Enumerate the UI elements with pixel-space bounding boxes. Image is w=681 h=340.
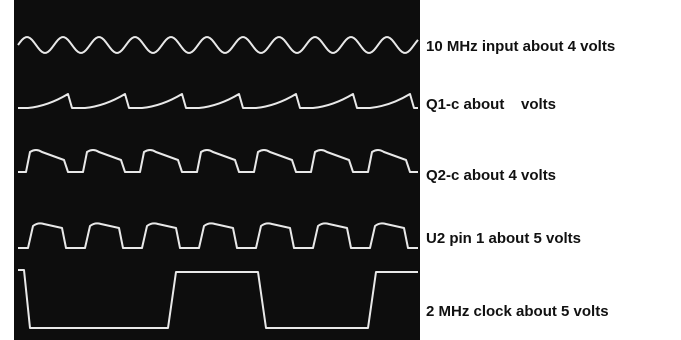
- trace-waveform: [18, 149, 418, 173]
- trace-waveform: [18, 269, 418, 329]
- trace-label: 10 MHz input about 4 volts: [426, 38, 615, 55]
- trace-waveform: [17, 36, 419, 54]
- trace-waveform: [18, 93, 418, 109]
- trace-label: U2 pin 1 about 5 volts: [426, 230, 581, 247]
- trace-label: 2 MHz clock about 5 volts: [426, 303, 609, 320]
- trace-label: Q1-c about volts: [426, 96, 556, 113]
- trace-waveform: [18, 222, 418, 249]
- trace-label: Q2-c about 4 volts: [426, 167, 556, 184]
- scope-screen: [14, 0, 420, 340]
